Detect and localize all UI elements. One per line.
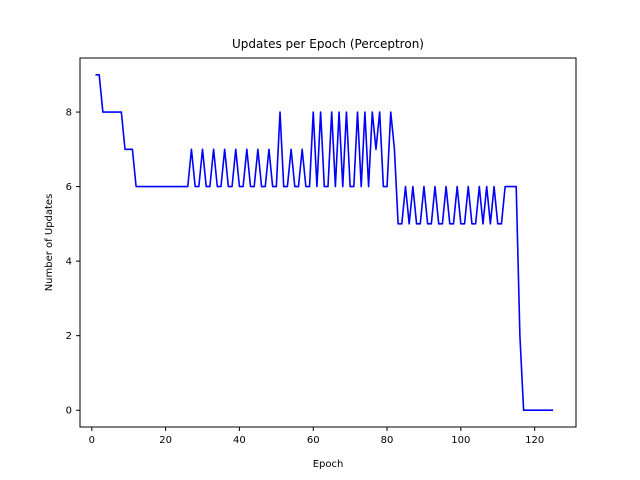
x-tick-label: 20 [159,435,172,446]
x-tick-label: 100 [451,435,470,446]
x-tick-label: 0 [89,435,95,446]
x-tick-label: 120 [525,435,544,446]
x-axis-label: Epoch [313,459,344,470]
y-tick-label: 2 [66,331,72,342]
y-axis-label: Number of Updates [44,194,55,292]
series-line [95,73,554,412]
y-tick-label: 0 [66,406,72,417]
plot-area: 0 20 40 60 80 100 120 0 2 4 6 8 [66,73,554,446]
x-tick-label: 80 [381,435,394,446]
x-tick-label: 40 [233,435,246,446]
chart-title: Updates per Epoch (Perceptron) [232,37,424,51]
y-tick-label: 6 [66,182,72,193]
y-tick-label: 8 [66,108,72,119]
y-tick-label: 4 [66,257,72,268]
axes-frame [79,57,577,428]
x-tick-label: 60 [307,435,320,446]
